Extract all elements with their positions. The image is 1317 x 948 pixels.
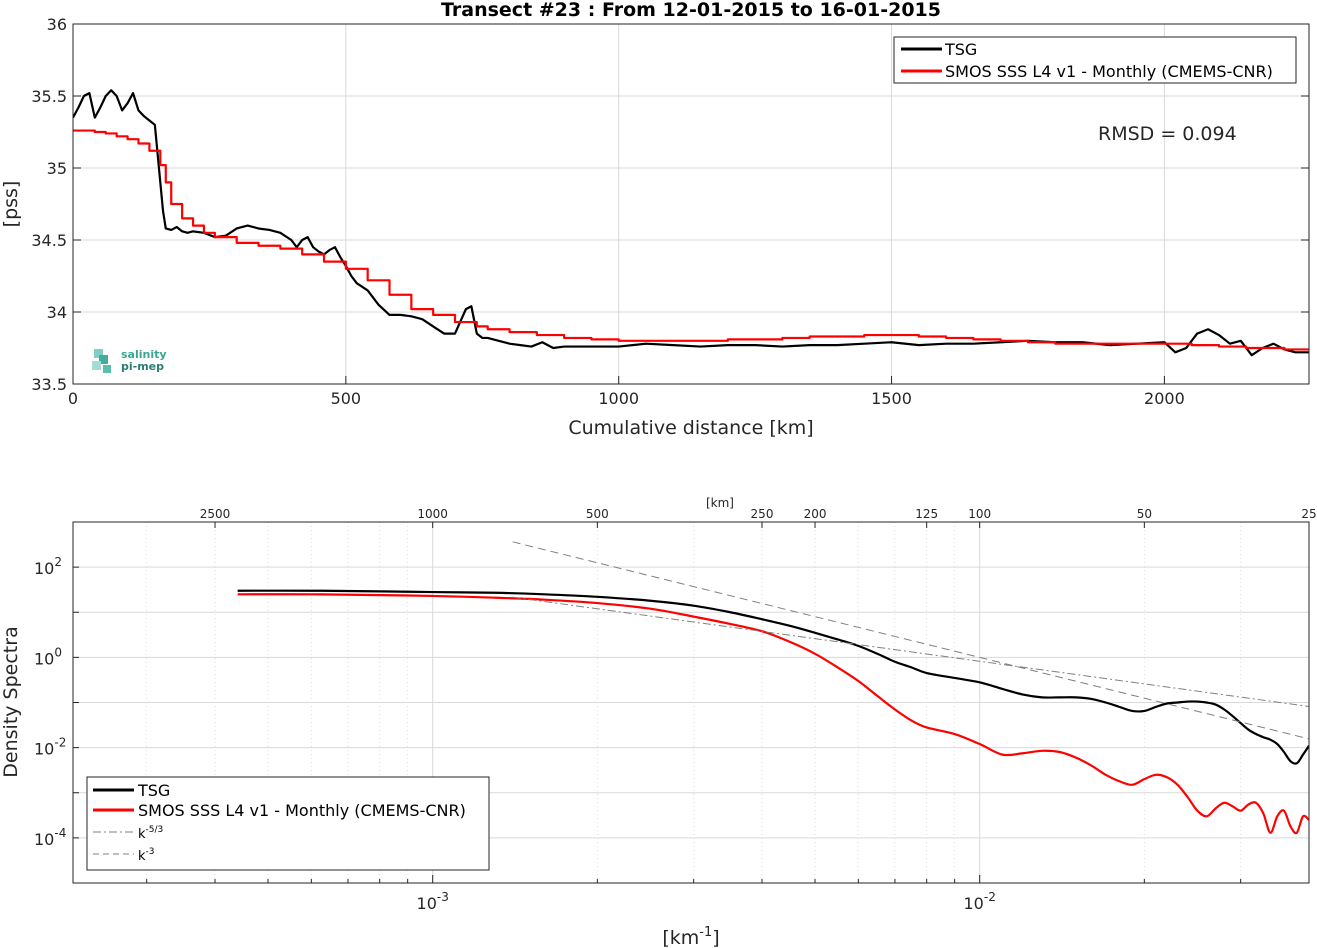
density-spectra-chart: 10-3 10-2 102 100 10-2 10-4 2500 1000 500 250 200 1… — [0, 496, 1317, 948]
top-plot-frame — [72, 23, 1310, 385]
bottom-x-tick-label: 10-3 — [417, 890, 449, 913]
bottom-series-line-smos — [237, 593, 1309, 835]
top-legend: TSG SMOS SSS L4 v1 - Monthly (CMEMS-CNR) — [893, 36, 1297, 84]
top-x-tick-label: 1000 — [598, 389, 639, 408]
salinity-transect-chart: Transect #23 : From 12-01-2015 to 16-01-… — [0, 0, 1310, 439]
legend2-k3-label: k-3 — [138, 847, 155, 864]
bottom-y-axis-label: Density Spectra — [0, 626, 22, 777]
top-km-tick-label: 2500 — [200, 507, 231, 521]
top-y-axis-label: [pss] — [0, 181, 22, 228]
top-km-tick-label: 500 — [586, 507, 609, 521]
top-km-tick-label: 125 — [915, 507, 938, 521]
legend-smos-label: SMOS SSS L4 v1 - Monthly (CMEMS-CNR) — [945, 62, 1273, 81]
top-y-tick-label: 36 — [47, 15, 67, 34]
bottom-plot-frame — [72, 521, 1310, 884]
legend2-k53-label: k-5/3 — [138, 825, 163, 842]
salinity-pi-mep-logo: salinity pi-mep — [92, 348, 167, 373]
top-chart-title: Transect #23 : From 12-01-2015 to 16-01-… — [441, 0, 941, 21]
legend2-smos-label: SMOS SSS L4 v1 - Monthly (CMEMS-CNR) — [138, 801, 466, 820]
bottom-y-tick-label: 100 — [34, 645, 62, 668]
top-y-tick-label: 35.5 — [31, 87, 67, 106]
rmsd-annotation: RMSD = 0.094 — [1098, 123, 1237, 145]
bottom-series-line-k53 — [512, 596, 1309, 707]
top-y-tick-label: 34.5 — [31, 231, 67, 250]
top-y-tick-label: 35 — [47, 159, 67, 178]
top-x-tick-label: 500 — [331, 389, 362, 408]
bottom-series-line-k3 — [512, 541, 1309, 740]
bottom-y-tick-label: 10-2 — [34, 736, 66, 759]
legend-tsg-label: TSG — [944, 40, 977, 59]
legend2-tsg-label: TSG — [137, 781, 170, 800]
bottom-x-axis-label: [km-1] — [662, 925, 719, 948]
top-y-tick-label: 34 — [47, 303, 67, 322]
top-km-tick-label: 1000 — [417, 507, 448, 521]
top-series-line-smos — [73, 129, 1309, 351]
top-x-tick-label: 0 — [68, 389, 78, 408]
top-km-tick-label: 25 — [1301, 507, 1316, 521]
top-x-axis-label: Cumulative distance [km] — [568, 417, 813, 439]
top-km-tick-label: 200 — [804, 507, 827, 521]
svg-text:salinity: salinity — [121, 348, 167, 361]
top-y-tick-label: 33.5 — [31, 375, 67, 394]
svg-text:pi-mep: pi-mep — [121, 360, 164, 373]
top-series-line-tsg — [73, 89, 1309, 357]
top-km-tick-label: 50 — [1137, 507, 1152, 521]
bottom-series-line-tsg — [237, 589, 1309, 765]
top-x-tick-label: 2000 — [1144, 389, 1185, 408]
bottom-y-tick-label: 102 — [34, 555, 62, 578]
bottom-legend: TSG SMOS SSS L4 v1 - Monthly (CMEMS-CNR)… — [86, 776, 490, 871]
bottom-y-tick-label: 10-4 — [34, 826, 66, 849]
top-x-tick-label: 1500 — [871, 389, 912, 408]
top-km-tick-label: 250 — [751, 507, 774, 521]
top-axis-unit-label: [km] — [706, 496, 734, 510]
top-km-tick-label: 100 — [968, 507, 991, 521]
bottom-x-tick-label: 10-2 — [964, 890, 996, 913]
